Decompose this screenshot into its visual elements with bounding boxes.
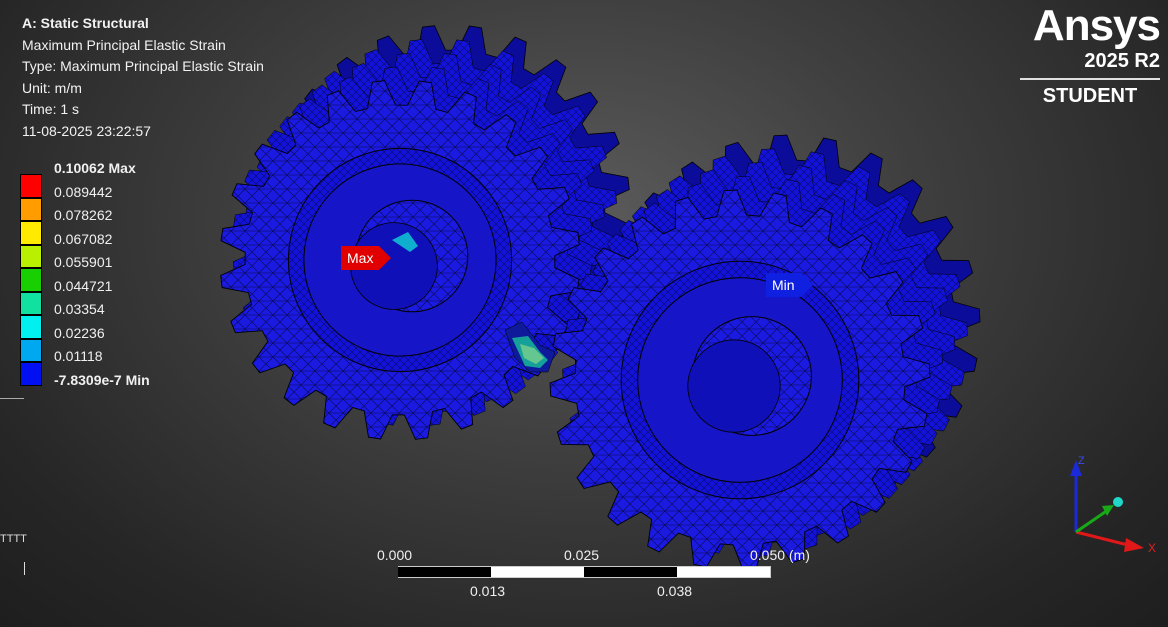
legend-swatch (20, 291, 42, 315)
legend-swatch (20, 362, 42, 386)
scale-label-1: 0.025 (564, 547, 600, 563)
legend-value: 0.03354 (54, 301, 105, 317)
result-unit: Unit: m/m (22, 79, 82, 96)
strain-hotspot (392, 232, 556, 373)
legend-value: 0.10062 Max (54, 160, 136, 176)
scale-bar (398, 566, 771, 578)
ansys-logo: Ansys (1032, 1, 1161, 50)
gear-right[interactable] (549, 134, 981, 571)
edition-label: STUDENT (1042, 85, 1138, 107)
isometric-view-ball[interactable] (1113, 497, 1123, 507)
max-probe-pointer (379, 246, 392, 270)
legend-swatch (20, 244, 42, 268)
legend-swatch (20, 221, 42, 245)
legend-value: 0.044721 (54, 277, 113, 294)
min-probe-pointer (800, 273, 813, 297)
scale-label-4: 0.038 (657, 583, 693, 599)
legend-value: 0.055901 (54, 254, 113, 270)
gear-bore (687, 339, 781, 433)
z-axis-label: Z (1078, 455, 1085, 467)
legend-value: 0.01118 (54, 348, 103, 364)
legend-value: -7.8309e-7 Min (54, 371, 150, 388)
result-name: Maximum Principal Elastic Strain (22, 36, 226, 53)
x-axis (1075, 530, 1133, 548)
legend-swatch (20, 268, 42, 292)
result-time: Time: 1 s (22, 101, 80, 117)
legend-value: 0.067082 (54, 230, 113, 247)
legend-swatch (20, 174, 42, 198)
scale-segment (398, 567, 491, 577)
result-type: Type: Maximum Principal Elastic Strain (22, 58, 264, 74)
scale-label-3: 0.013 (470, 583, 506, 599)
y-axis (1075, 508, 1109, 534)
legend-swatch (20, 315, 42, 339)
max-probe-text: Max (347, 250, 374, 266)
axis-triad[interactable]: Z X (1060, 450, 1160, 560)
analysis-title: A: Static Structural (22, 15, 149, 31)
scale-label-2: 0.050 (m) (750, 547, 810, 563)
min-probe-label[interactable]: Min (766, 273, 813, 297)
legend-swatch (20, 197, 42, 221)
legend-value: 0.02236 (54, 324, 105, 341)
legend-swatch (20, 338, 42, 362)
version-label: 2025 R2 (1084, 50, 1160, 72)
max-probe-label[interactable]: Max (341, 246, 392, 270)
text-cursor (24, 562, 25, 575)
scale-label-0: 0.000 (377, 547, 413, 563)
gear-left[interactable] (220, 25, 630, 440)
x-axis-label: X (1148, 541, 1156, 555)
result-info-panel: A: Static Structural Maximum Principal E… (22, 13, 264, 142)
scale-segment (584, 567, 677, 577)
legend-value: 0.089442 (54, 183, 113, 200)
ansys-brand: Ansys 2025 R2 STUDENT (1010, 0, 1161, 108)
min-probe-text: Min (772, 277, 795, 293)
legend-value: 0.078262 (54, 207, 113, 223)
left-edge-rule (0, 398, 24, 399)
result-timestamp: 11-08-2025 23:22:57 (22, 122, 151, 139)
brand-divider (1020, 78, 1160, 80)
left-edge-text: TTTT (0, 533, 27, 545)
